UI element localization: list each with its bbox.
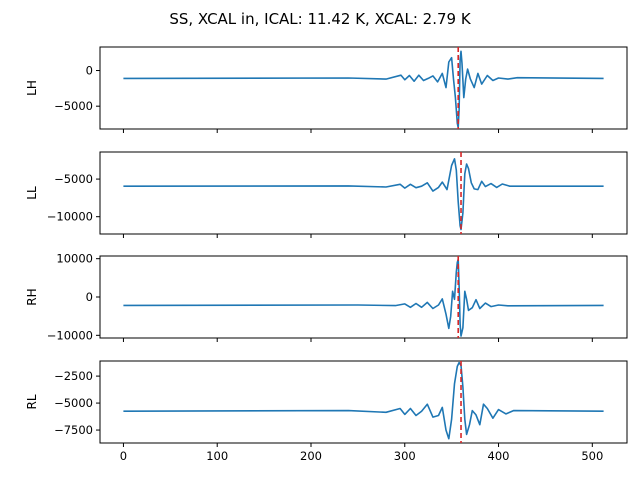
axes-frame [99,46,628,130]
subplots: 0 −5000 LH −5000 −10000 LL 10000 0 −10000 RH −2500… [25,46,628,463]
y-tick-label: 10000 [56,252,93,266]
y-tick-label: −10000 [47,210,93,224]
y-tick-label: −10000 [47,328,93,342]
y-axis-label: LL [25,186,39,200]
subplot-ll: −5000 −10000 LL [25,151,628,238]
y-tick-label: −5000 [54,99,93,113]
x-tick-label: 0 [120,449,127,463]
chart-title: SS, XCAL in, ICAL: 11.42 K, XCAL: 2.79 K [169,10,472,28]
series-line [123,258,604,337]
axes-frame [99,360,628,444]
x-tick-label: 500 [581,449,603,463]
y-tick-label: −2500 [54,369,93,383]
series-line [123,50,604,129]
x-tick-label: 400 [488,449,510,463]
series-line [123,158,604,231]
axes-frame [99,255,628,339]
x-tick-label: 200 [300,449,322,463]
axes-frame [99,151,628,235]
y-tick-label: −5000 [54,396,93,410]
subplot-rl: −2500 −5000 −7500 0 100 200 300 400 500 RL [25,360,628,463]
x-tick-label: 100 [206,449,228,463]
series-line [123,361,604,440]
y-axis-label: RH [25,288,39,305]
y-tick-label: 0 [86,290,93,304]
y-axis-label: RL [25,394,39,409]
y-axis-label: LH [25,80,39,96]
x-tick-label: 300 [394,449,416,463]
y-tick-label: −7500 [54,423,93,437]
y-tick-label: −5000 [54,172,93,186]
subplot-lh: 0 −5000 LH [25,46,628,133]
subplot-rh: 10000 0 −10000 RH [25,252,628,342]
y-tick-label: 0 [86,64,93,78]
